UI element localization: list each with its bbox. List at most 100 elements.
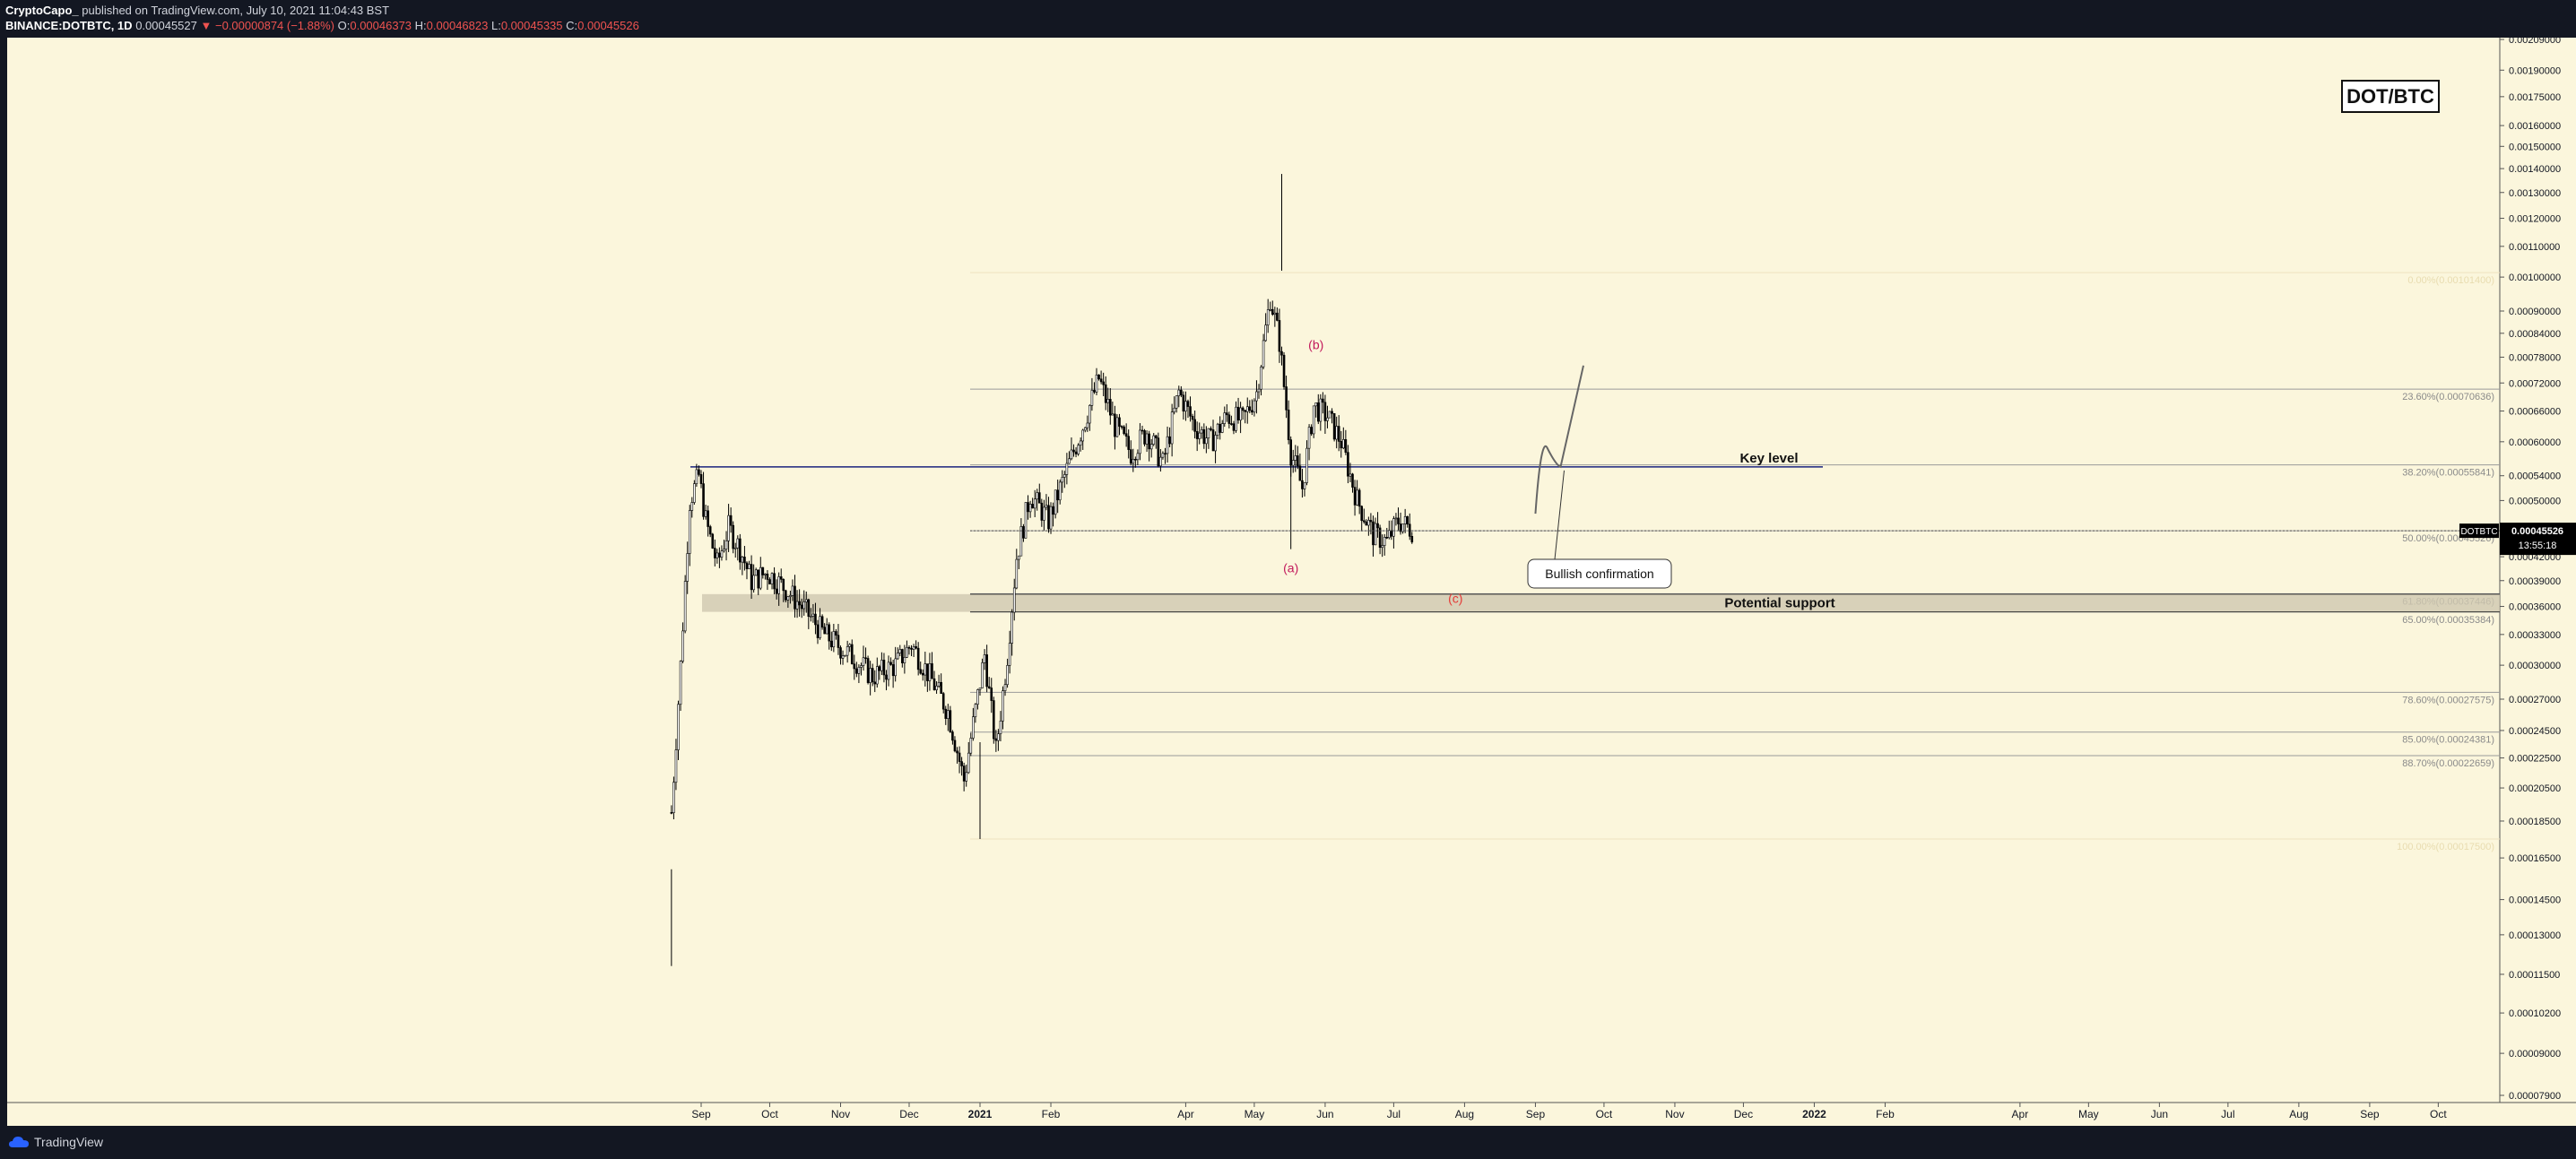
author-name[interactable]: CryptoCapo_ [5,4,79,17]
candle-body [1114,413,1116,437]
candle [994,730,998,752]
time-axis-area [7,1103,2576,1126]
candle-body [1170,411,1174,445]
candle [1340,430,1343,458]
candle [733,542,737,558]
candle-body [1271,308,1274,315]
candle-body [816,624,820,638]
candle-body [789,595,792,597]
candle-body [761,567,765,575]
candle-body [1307,427,1311,449]
candle-body [839,647,842,659]
candle [1278,308,1281,363]
title-box [2341,80,2440,113]
candle-body [1012,587,1016,613]
candle-body [1205,437,1208,445]
candle [779,568,783,584]
candle [1298,453,1302,481]
candle [1362,508,1366,524]
candle [976,688,979,710]
candle [766,570,769,591]
candle [1239,402,1242,434]
candle-body [757,569,760,589]
candle-body [860,665,863,668]
candle [878,664,881,680]
candle [910,644,913,657]
candle [978,688,982,696]
candle-body [1266,309,1270,325]
candle-body [1129,449,1132,464]
candle-body [837,635,840,648]
candle [699,470,703,489]
candle-body [775,588,778,594]
candle-body [1385,537,1389,539]
candle-body [1074,451,1078,454]
price-tick-label: 0.00078000 [2509,352,2561,363]
candle-body [1392,518,1395,537]
candle [949,705,952,733]
candle [1226,403,1228,422]
candle-body [1182,394,1185,412]
candle [1077,443,1080,456]
candle [1342,427,1345,450]
candle-body [1166,436,1169,454]
candle-body [1159,456,1162,467]
candle-body [752,575,755,591]
candle [1214,431,1217,463]
candle-body [1127,436,1130,450]
candle [1200,426,1203,439]
candle [674,739,678,791]
candle-body [802,601,806,610]
candle [1305,440,1308,486]
candle-body [732,524,734,549]
candle [757,569,760,595]
candle [1353,480,1357,516]
candle [1061,470,1064,493]
candle [1356,480,1358,506]
candle [990,678,993,714]
candle-body [949,710,952,732]
candle [807,598,811,629]
candle [716,549,719,564]
candle [798,589,801,617]
candle [1332,412,1336,442]
candle-body [1291,460,1295,466]
candle-body [901,649,904,663]
candle-body [773,573,776,590]
time-tick-label: Dec [899,1108,918,1120]
candle [1083,427,1087,433]
candle-body [748,564,750,569]
candle-body [947,710,950,719]
candle [1202,423,1206,449]
candle [1297,445,1299,470]
candle-body [962,765,966,782]
time-tick-label: Sep [2360,1108,2380,1120]
candle [1307,424,1311,461]
candle [850,639,854,665]
tradingview-logo[interactable]: TradingView [9,1135,103,1149]
candle [830,631,833,652]
candle-body [1365,521,1368,526]
candle-body [985,654,988,688]
candle [1111,402,1115,416]
candle-body [1022,526,1025,539]
time-tick-label: Jun [2151,1108,2168,1120]
candle [825,618,828,635]
candle-body [1043,506,1045,521]
candle [906,640,908,659]
candle [1255,380,1258,414]
candle-body [999,721,1002,734]
candle-body [1236,406,1240,421]
symbol-name[interactable]: BINANCE:DOTBTC, 1D [5,19,133,32]
candle-body [1322,398,1324,403]
price-tick-label: 0.00050000 [2509,496,2561,506]
candle [1093,382,1096,394]
candle-body [1010,611,1013,644]
candle-body [1285,386,1288,411]
candle [681,622,684,663]
candle [1063,471,1066,489]
candle [1251,399,1253,416]
candle-body [1154,435,1158,438]
candle [1089,404,1091,431]
